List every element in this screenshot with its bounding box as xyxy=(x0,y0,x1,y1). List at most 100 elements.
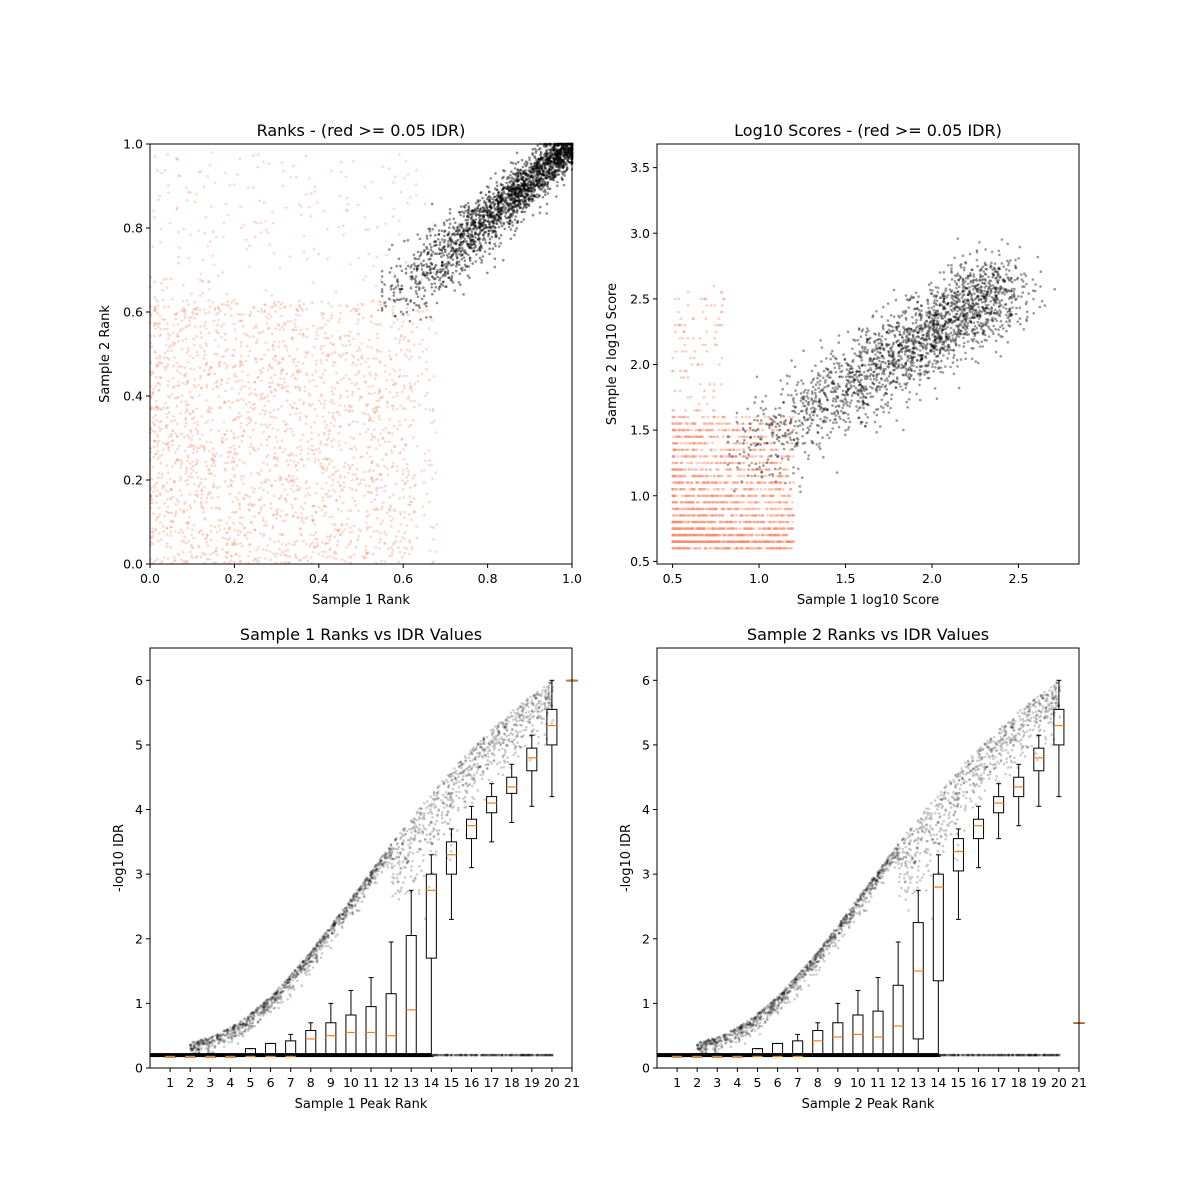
data-point xyxy=(304,481,308,485)
data-point xyxy=(196,446,199,450)
data-point xyxy=(458,211,462,214)
data-point xyxy=(321,415,325,418)
data-point xyxy=(301,507,305,511)
data-point xyxy=(313,407,317,411)
data-point xyxy=(156,364,160,368)
data-point xyxy=(176,552,180,556)
data-point xyxy=(291,543,294,546)
data-point xyxy=(217,274,220,278)
data-point xyxy=(252,306,256,310)
data-point xyxy=(305,335,309,339)
data-point xyxy=(419,470,423,473)
data-point xyxy=(156,457,160,461)
data-point xyxy=(481,255,485,258)
data-point xyxy=(238,507,242,510)
data-point xyxy=(248,416,251,419)
data-point xyxy=(270,391,273,395)
data-point xyxy=(400,438,404,441)
data-point xyxy=(199,377,202,380)
data-point xyxy=(225,522,229,525)
data-point xyxy=(151,392,155,395)
data-point xyxy=(272,552,276,555)
data-point xyxy=(334,490,337,494)
data-point xyxy=(391,404,395,408)
data-point xyxy=(514,215,517,218)
data-point xyxy=(403,537,406,541)
data-point xyxy=(389,546,393,549)
data-point xyxy=(272,348,275,351)
data-point xyxy=(347,423,351,427)
data-point xyxy=(357,332,360,336)
data-point xyxy=(367,228,370,231)
data-point xyxy=(206,175,210,178)
data-point xyxy=(390,243,394,247)
data-point xyxy=(167,363,170,367)
data-point xyxy=(173,514,177,518)
data-point xyxy=(343,404,347,408)
data-point xyxy=(409,299,413,302)
data-point xyxy=(230,559,233,562)
data-point xyxy=(281,358,285,361)
data-point xyxy=(261,516,265,520)
data-point xyxy=(454,264,458,268)
data-point xyxy=(331,416,335,420)
data-point xyxy=(235,464,239,468)
data-point xyxy=(320,311,323,315)
data-point xyxy=(326,466,329,470)
data-point xyxy=(215,553,219,557)
data-point xyxy=(160,453,164,457)
data-point xyxy=(160,171,163,175)
data-point xyxy=(463,237,467,241)
data-point xyxy=(431,293,434,296)
data-point xyxy=(281,519,285,523)
data-point xyxy=(462,293,465,296)
data-point xyxy=(425,263,428,266)
data-point xyxy=(193,445,197,448)
data-point xyxy=(210,205,213,208)
data-point xyxy=(341,530,344,534)
data-point xyxy=(258,511,261,515)
data-point xyxy=(324,542,328,545)
data-point xyxy=(158,426,161,429)
data-point xyxy=(365,552,368,556)
data-point xyxy=(375,489,378,493)
data-point xyxy=(424,394,427,398)
data-point xyxy=(175,334,179,338)
data-point xyxy=(430,318,434,322)
data-point xyxy=(169,545,172,549)
data-point xyxy=(313,457,317,461)
data-point xyxy=(313,190,317,193)
data-point xyxy=(428,227,432,231)
data-point xyxy=(235,552,238,555)
data-point xyxy=(267,312,271,316)
data-point xyxy=(309,533,312,536)
data-point xyxy=(335,498,338,502)
data-point xyxy=(210,506,214,510)
data-point xyxy=(380,269,384,273)
data-point xyxy=(234,363,237,367)
data-point xyxy=(499,182,503,186)
data-point xyxy=(175,208,179,211)
data-point xyxy=(357,312,361,316)
data-point xyxy=(278,475,282,479)
data-point xyxy=(493,257,497,261)
data-point xyxy=(497,225,501,229)
data-point xyxy=(405,547,409,551)
data-point xyxy=(520,174,523,178)
data-point xyxy=(249,419,252,423)
data-point xyxy=(240,379,243,382)
data-point xyxy=(351,530,354,533)
data-point xyxy=(331,343,335,347)
data-point xyxy=(488,237,492,241)
data-point xyxy=(371,435,375,439)
data-point xyxy=(376,350,380,353)
data-point xyxy=(202,553,206,556)
data-point xyxy=(200,555,203,559)
data-point xyxy=(434,431,437,434)
data-point xyxy=(428,500,431,504)
data-point xyxy=(159,227,163,231)
data-point xyxy=(350,381,354,385)
data-point xyxy=(170,434,173,438)
data-point xyxy=(164,489,167,492)
data-point xyxy=(423,513,426,517)
